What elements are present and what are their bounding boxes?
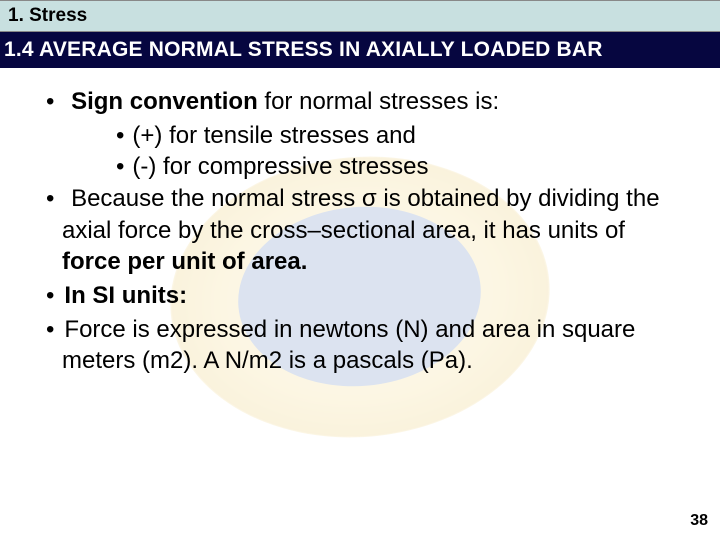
list-item: (+) for tensile stresses and <box>36 120 684 152</box>
list-item: Sign convention for normal stresses is: <box>36 86 684 118</box>
content-area: Sign convention for normal stresses is: … <box>0 68 720 377</box>
slide: 1. Stress 1.4 AVERAGE NORMAL STRESS IN A… <box>0 0 720 540</box>
chapter-title: 1. Stress <box>8 5 87 26</box>
page-number: 38 <box>690 512 708 530</box>
bold-text: Sign convention <box>71 88 258 115</box>
body-text: (-) for compressive stresses <box>132 153 428 180</box>
bold-text: In SI units: <box>64 282 187 309</box>
section-title: 1.4 AVERAGE NORMAL STRESS IN AXIALLY LOA… <box>4 38 603 61</box>
list-item: Force is expressed in newtons (N) and ar… <box>36 314 684 377</box>
body-text: for normal stresses is: <box>258 88 499 115</box>
body-text: Force is expressed in newtons (N) and ar… <box>62 316 635 375</box>
chapter-bar: 1. Stress <box>0 0 720 32</box>
bullet-list: Sign convention for normal stresses is: … <box>36 86 684 377</box>
list-item: In SI units: <box>36 280 684 312</box>
section-bar: 1.4 AVERAGE NORMAL STRESS IN AXIALLY LOA… <box>0 32 720 68</box>
body-text: (+) for tensile stresses and <box>132 122 415 149</box>
list-item: Because the normal stress σ is obtained … <box>36 183 684 278</box>
bold-text: force per unit of area. <box>62 248 307 275</box>
list-item: (-) for compressive stresses <box>36 151 684 183</box>
body-text: Because the normal stress σ is obtained … <box>62 185 660 244</box>
